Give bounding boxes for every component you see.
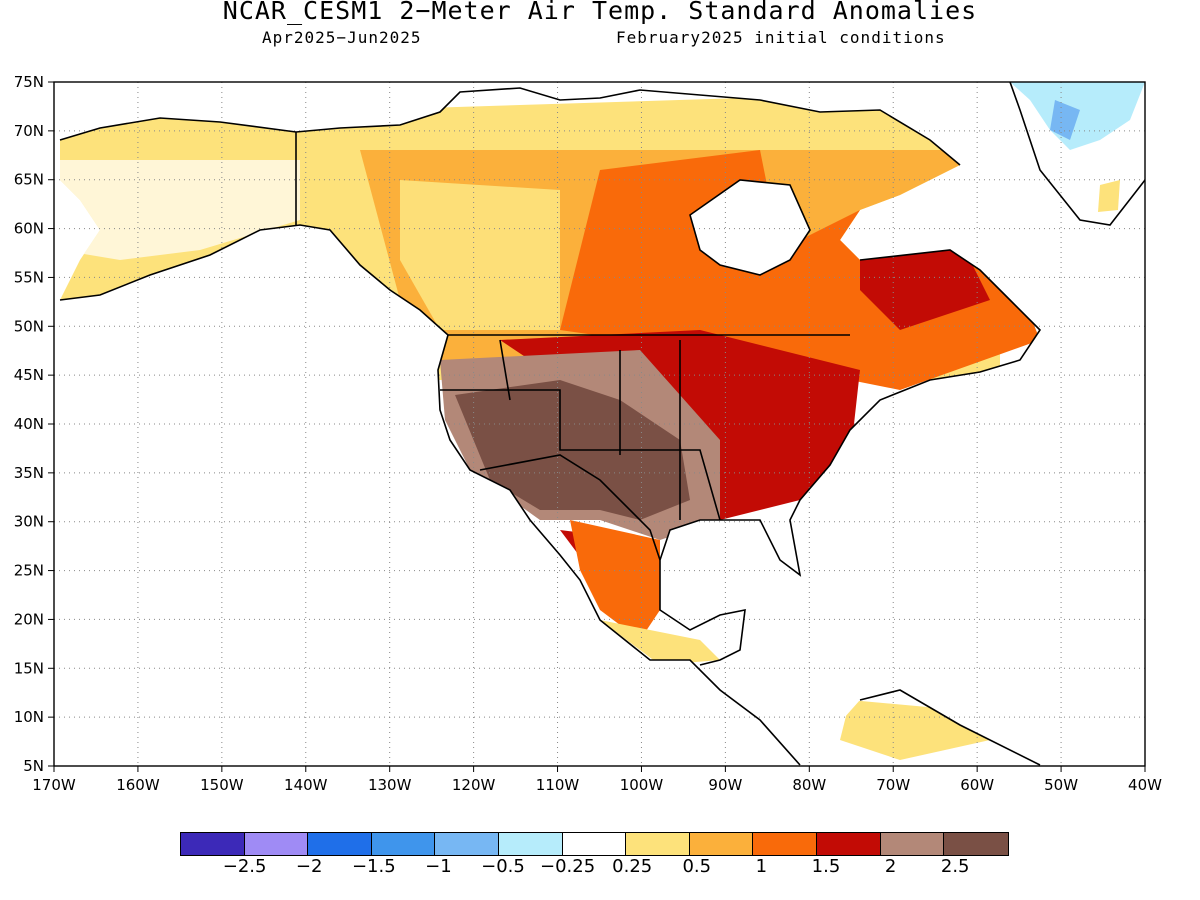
legend-label: 1 <box>755 856 768 877</box>
coastline <box>59 224 801 766</box>
lon-tick-label: 80W <box>792 776 826 794</box>
lon-tick-label: 100W <box>620 776 664 794</box>
map-frame <box>53 81 1146 767</box>
lat-tick-label: 45N <box>14 366 44 384</box>
lat-tick-label: 5N <box>23 757 44 775</box>
lon-tick-label: 150W <box>200 776 244 794</box>
lon-tick-label: 70W <box>876 776 910 794</box>
legend-label: −0.5 <box>481 856 525 877</box>
anomaly-region <box>570 520 660 640</box>
lat-tick-label: 40N <box>14 415 44 433</box>
coastline <box>689 179 811 276</box>
lat-tick-label: 70N <box>14 122 44 140</box>
legend-label: 2.5 <box>940 856 970 877</box>
anomaly-region <box>560 150 1040 390</box>
anomaly-region <box>400 180 560 330</box>
lat-tick-label: 65N <box>14 171 44 189</box>
coastline <box>499 339 681 520</box>
legend-label: −1.5 <box>351 856 396 877</box>
lat-tick-label: 30N <box>14 513 44 531</box>
legend-swatch <box>181 833 245 855</box>
coastline <box>859 689 1041 766</box>
lon-tick-label: 160W <box>116 776 160 794</box>
legend-swatch <box>498 833 563 855</box>
coastline <box>659 249 1042 666</box>
legend-label: 2 <box>884 856 897 877</box>
map-title: NCAR_CESM1 2−Meter Air Temp. Standard An… <box>222 0 978 25</box>
legend-label: −2 <box>295 856 323 877</box>
anomaly-region <box>840 700 990 760</box>
lon-tick-label: 170W <box>32 776 76 794</box>
legend-swatch <box>944 833 1008 855</box>
lat-tick-label: 35N <box>14 464 44 482</box>
anomaly-region <box>1098 180 1120 212</box>
lat-tick-label: 15N <box>14 659 44 677</box>
anomaly-map: 170W 160W 150W 140W 130W 120W 110W 100W 90W 80W 70… <box>14 73 1162 794</box>
neutral-region <box>60 160 300 260</box>
lat-tick-label: 25N <box>14 562 44 580</box>
coastline <box>440 389 721 521</box>
legend-swatch <box>816 833 881 855</box>
anomaly-region <box>1050 100 1080 140</box>
lat-tick-label: 75N <box>14 73 44 91</box>
legend-swatch <box>626 833 690 855</box>
hudson-bay <box>690 180 810 275</box>
legend-swatch <box>689 833 754 855</box>
legend-label: 1.5 <box>811 856 841 877</box>
lon-tick-label: 120W <box>452 776 496 794</box>
legend-swatch <box>562 833 627 855</box>
lon-tick-label: 140W <box>284 776 328 794</box>
lon-tick-label: 110W <box>536 776 580 794</box>
legend-label: 0.5 <box>682 856 712 877</box>
lat-tick-label: 55N <box>14 268 44 286</box>
anomaly-region <box>600 620 720 665</box>
lat-tick-label: 60N <box>14 220 44 238</box>
legend-label: −1 <box>425 856 452 877</box>
coastline <box>479 454 661 561</box>
legend-label: −0.25 <box>540 856 596 877</box>
legend-swatch <box>244 833 309 855</box>
color-legend <box>180 832 1009 856</box>
lon-tick-label: 40W <box>1128 776 1162 794</box>
lat-tick-label: 20N <box>14 610 44 628</box>
lon-tick-label: 50W <box>1044 776 1078 794</box>
lon-tick-label: 90W <box>708 776 742 794</box>
legend-label: 0.25 <box>612 856 653 877</box>
legend-swatch <box>753 833 817 855</box>
legend-label: −2.5 <box>222 856 267 877</box>
legend-swatch <box>880 833 945 855</box>
initial-conditions: February2025 initial conditions <box>616 28 946 47</box>
legend-swatch <box>371 833 436 855</box>
coastline <box>1009 82 1145 226</box>
lon-tick-label: 60W <box>960 776 994 794</box>
lon-tick-label: 130W <box>368 776 412 794</box>
legend-swatch <box>435 833 499 855</box>
coastline <box>59 87 961 166</box>
lat-tick-label: 50N <box>14 317 44 335</box>
legend-swatch <box>308 833 372 855</box>
forecast-period: Apr2025−Jun2025 <box>262 28 422 47</box>
lat-tick-label: 10N <box>14 708 44 726</box>
